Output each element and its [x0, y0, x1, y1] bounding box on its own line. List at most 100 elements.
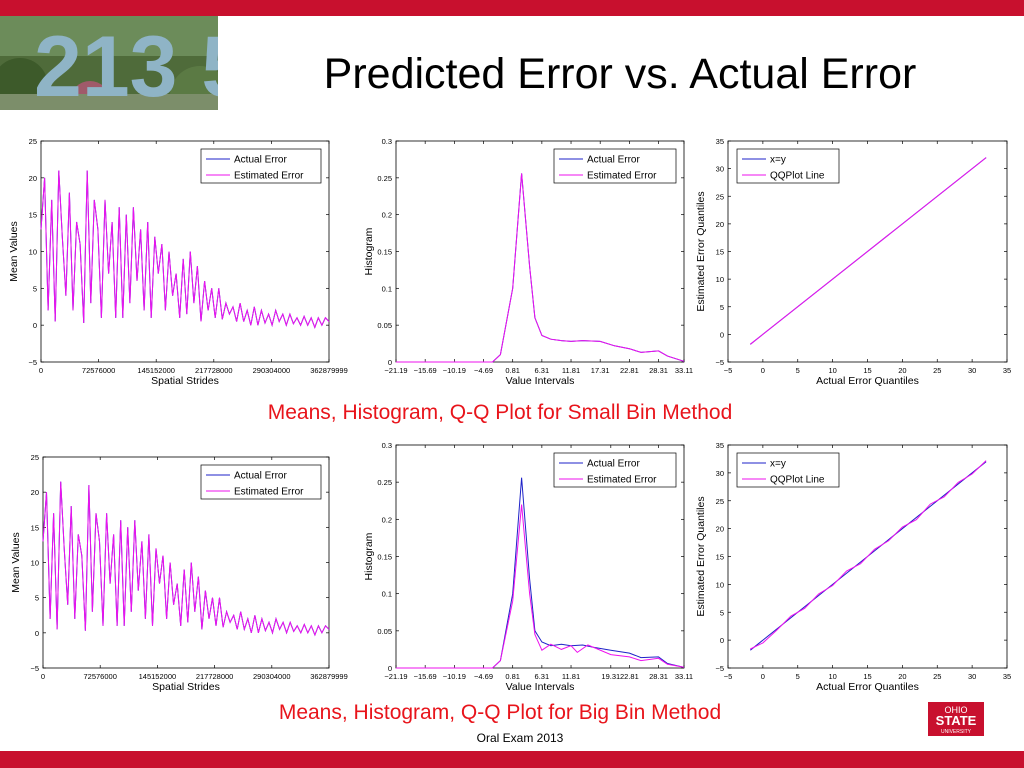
- x-tick-label: −15.69: [414, 366, 437, 375]
- legend-label: Estimated Error: [587, 171, 657, 182]
- y-tick-label: 20: [31, 488, 39, 497]
- y-tick-label: 0: [33, 321, 37, 330]
- header-photo-art: 213 57: [0, 16, 218, 110]
- x-tick-label: 0.81: [505, 366, 520, 375]
- y-tick-label: 25: [716, 497, 724, 506]
- chart-big-means: 0 72576000 145152000 217728000 290304000 3628…: [10, 453, 348, 693]
- legend-label: Actual Error: [234, 155, 287, 166]
- y-tick-label: 25: [31, 453, 39, 462]
- slide-title: Predicted Error vs. Actual Error: [323, 50, 917, 98]
- y-tick-label: 35: [716, 137, 724, 146]
- y-tick-label: 0.3: [382, 441, 392, 450]
- x-tick-label: −15.69: [414, 672, 437, 681]
- y-tick-label: 0.1: [382, 590, 392, 599]
- legend-label: Estimated Error: [234, 171, 304, 182]
- footer-text: Oral Exam 2013: [476, 731, 564, 745]
- y-tick-label: 5: [720, 608, 724, 617]
- y-tick-label: 0.05: [377, 627, 392, 636]
- legend-label: Actual Error: [587, 459, 640, 470]
- y-tick-label: 25: [29, 137, 37, 146]
- y-tick-label: 0.15: [377, 248, 392, 257]
- x-tick-label: 290304000: [253, 672, 291, 681]
- x-tick-label: −5: [724, 366, 733, 375]
- x-tick-label: 290304000: [253, 366, 291, 375]
- x-tick-label: 72576000: [84, 672, 117, 681]
- x-tick-label: 15: [863, 672, 871, 681]
- x-tick-label: 145152000: [137, 366, 175, 375]
- y-tick-label: 15: [716, 248, 724, 257]
- x-tick-label: −4.69: [474, 672, 493, 681]
- y-tick-label: 0.1: [382, 284, 392, 293]
- x-tick-label: 35: [1003, 366, 1011, 375]
- x-tick-label: 0: [39, 366, 43, 375]
- y-tick-label: 5: [35, 594, 39, 603]
- x-tick-label: 10: [828, 672, 836, 681]
- x-tick-label: 25: [933, 366, 941, 375]
- legend-box: [553, 452, 677, 488]
- x-tick-label: 11.81: [562, 672, 580, 681]
- series-line-estimated-error: [396, 504, 685, 669]
- bottom-accent-bar: [0, 751, 1024, 768]
- y-tick-label: 20: [716, 220, 724, 229]
- series-line-actual-error: [396, 477, 685, 669]
- x-tick-label: 28.31: [649, 366, 668, 375]
- x-tick-label: 20: [898, 366, 906, 375]
- x-tick-label: 0: [761, 672, 765, 681]
- y-tick-label: 15: [716, 553, 724, 562]
- chart-small-qq: −5 0 5 10 15 20 25 30 35 −5 0 5 10 15 20 25 30 35 Actual E…: [695, 137, 1011, 387]
- legend-label: QQPlot Line: [770, 475, 825, 486]
- y-axis-label: Mean Values: [10, 532, 22, 593]
- top-accent-bar: [0, 0, 1024, 16]
- series-line-estimated-error: [42, 481, 330, 637]
- y-tick-label: 5: [33, 284, 37, 293]
- x-tick-label: 72576000: [82, 366, 115, 375]
- photo-numbers: 213 57: [34, 19, 218, 110]
- x-tick-label: 6.31: [535, 672, 550, 681]
- y-tick-label: 30: [716, 165, 724, 174]
- x-axis-label: Actual Error Quantiles: [816, 375, 919, 387]
- x-axis-label: Actual Error Quantiles: [816, 681, 919, 693]
- series-line-qqplot-line: [749, 157, 987, 345]
- legend-box: [736, 452, 840, 488]
- x-tick-label: 0: [41, 672, 45, 681]
- x-tick-label: 10: [828, 366, 836, 375]
- legend-label: Estimated Error: [234, 487, 304, 498]
- y-axis-label: Estimated Error Quantiles: [695, 496, 707, 616]
- legend-label: Actual Error: [234, 471, 287, 482]
- x-tick-label: 0.81: [505, 672, 520, 681]
- x-tick-label: 19.31: [601, 672, 620, 681]
- legend-box: [200, 148, 322, 184]
- x-tick-label: 22.81: [620, 672, 639, 681]
- y-tick-label: 0: [720, 636, 724, 645]
- y-tick-label: 35: [716, 441, 724, 450]
- y-tick-label: 0.2: [382, 211, 392, 220]
- x-tick-label: −21.19: [384, 672, 407, 681]
- x-tick-label: 35: [1003, 672, 1011, 681]
- y-tick-label: 10: [716, 275, 724, 284]
- y-axis-label: Histogram: [363, 532, 375, 580]
- y-axis-label: Mean Values: [8, 221, 20, 282]
- x-tick-label: 6.31: [535, 366, 550, 375]
- chart-big-hist: −21.19 −15.69 −10.19 −4.69 0.81 6.31 11.81 19.3…: [363, 441, 693, 693]
- logo-line-3: UNIVERSITY: [941, 729, 972, 735]
- y-tick-label: −5: [715, 664, 724, 673]
- y-tick-label: 20: [716, 525, 724, 534]
- x-axis-label: Value Intervals: [506, 375, 575, 387]
- legend-label: Estimated Error: [587, 475, 657, 486]
- legend-label: x=y: [770, 155, 786, 166]
- x-tick-label: 30: [968, 672, 976, 681]
- legend-box: [736, 148, 840, 184]
- x-tick-label: 17.31: [591, 366, 610, 375]
- y-tick-label: 0.15: [377, 553, 392, 562]
- series-line-qqplot-line: [750, 460, 987, 650]
- x-tick-label: 362879999: [310, 366, 348, 375]
- legend-label: x=y: [770, 459, 786, 470]
- x-tick-label: −5: [724, 672, 733, 681]
- y-tick-label: 0.2: [382, 515, 392, 524]
- chart-big-qq: −5 0 5 10 15 20 25 30 35 −5 0 5 10 15 20 25 30 35 Actual E…: [695, 441, 1011, 693]
- x-tick-label: 20: [898, 672, 906, 681]
- y-tick-label: 25: [716, 192, 724, 201]
- y-tick-label: 0: [388, 664, 392, 673]
- chart-small-hist: −21.19 −15.69 −10.19 −4.69 0.81 6.31 11.81 17.3…: [363, 137, 693, 387]
